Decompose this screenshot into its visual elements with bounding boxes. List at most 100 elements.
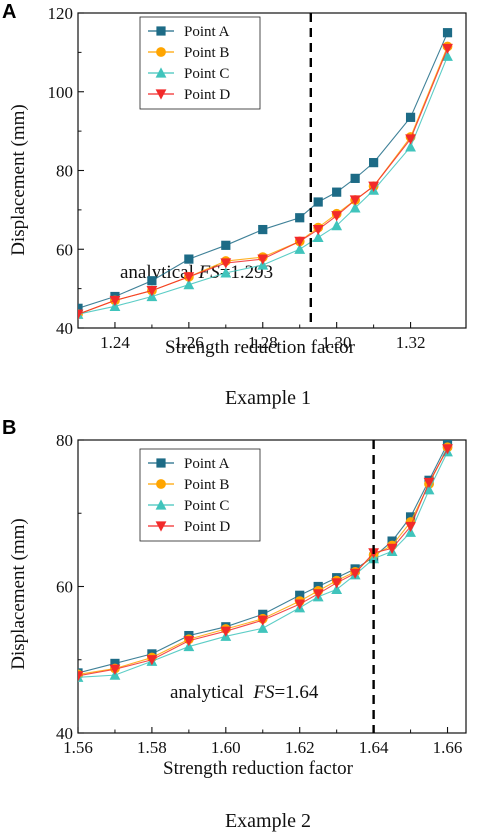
- data-point: [350, 173, 360, 183]
- data-point: [313, 197, 323, 207]
- series-point-d: [78, 444, 453, 682]
- panel-b-xlabel: Strength reduction factor: [163, 758, 354, 779]
- x-tick-label: 1.28: [248, 333, 278, 352]
- data-point: [312, 224, 324, 236]
- data-point: [78, 671, 84, 682]
- data-point: [405, 521, 416, 533]
- data-point: [257, 622, 269, 633]
- legend-marker: [156, 26, 166, 36]
- series-point-c: [78, 446, 453, 682]
- data-point: [220, 626, 232, 637]
- x-tick-label: 1.26: [174, 333, 204, 352]
- data-point: [295, 590, 305, 600]
- legend-entry: Point C: [184, 66, 229, 82]
- data-point: [183, 636, 195, 647]
- x-tick-label: 1.60: [211, 738, 241, 757]
- data-point: [405, 141, 416, 152]
- legend-marker: [155, 499, 167, 510]
- legend-entry: Point A: [184, 24, 230, 40]
- legend-entry: Point B: [184, 45, 229, 61]
- data-point: [109, 664, 121, 675]
- legend-entry: Point D: [184, 519, 230, 535]
- series-line: [78, 443, 449, 674]
- panel-b-annotation: analytical FS=1.64: [170, 682, 319, 703]
- x-tick-label: 1.58: [137, 738, 167, 757]
- legend: Point A Point B Point C Point D: [139, 448, 261, 542]
- x-tick-label: 1.66: [433, 738, 463, 757]
- data-point: [312, 589, 324, 600]
- data-point: [331, 583, 343, 595]
- data-point: [146, 285, 158, 297]
- panel-a: A Displacement (mm) Strength reduction f…: [2, 1, 356, 409]
- legend-marker: [155, 67, 167, 78]
- panel-b: B Displacement (mm) Strength reduction f…: [2, 417, 354, 832]
- data-point: [110, 658, 120, 669]
- data-point: [294, 599, 306, 610]
- data-point: [386, 543, 398, 555]
- data-point: [349, 202, 361, 213]
- data-point: [423, 484, 435, 495]
- data-point: [368, 181, 380, 192]
- series-line: [78, 451, 449, 678]
- panel-a-xlabel: Strength reduction factor: [165, 337, 356, 358]
- data-point: [349, 195, 361, 206]
- data-point: [257, 254, 269, 265]
- x-tick-label: 1.32: [396, 333, 426, 352]
- series-line: [78, 447, 449, 675]
- data-point: [183, 279, 195, 290]
- legend-entry: Point A: [184, 456, 230, 472]
- data-point: [295, 213, 305, 223]
- data-point: [78, 309, 84, 320]
- data-point: [294, 236, 306, 247]
- data-point: [349, 568, 361, 579]
- y-tick-label: 60: [56, 240, 73, 259]
- y-tick-label: 40: [56, 319, 73, 338]
- y-tick-label: 120: [48, 4, 74, 23]
- legend-entry: Point C: [184, 498, 229, 514]
- series-point-a: [78, 440, 453, 678]
- data-point: [257, 615, 269, 626]
- legend: Point A Point B Point C Point D: [139, 16, 261, 110]
- data-point: [331, 211, 343, 222]
- y-tick-label: 60: [56, 578, 73, 597]
- legend-entry: Point D: [184, 87, 230, 103]
- data-point: [183, 272, 195, 283]
- data-point: [220, 267, 232, 278]
- panel-a-letter: A: [2, 1, 16, 23]
- panel-b-letter: B: [2, 417, 16, 439]
- legend-marker: [156, 458, 166, 468]
- data-point: [146, 655, 158, 666]
- x-tick-label: 1.62: [285, 738, 315, 757]
- legend-marker: [155, 521, 167, 532]
- data-point: [405, 512, 416, 522]
- y-tick-label: 40: [56, 724, 73, 743]
- data-point: [184, 254, 194, 264]
- legend-marker: [156, 47, 166, 57]
- x-tick-label: 1.24: [100, 333, 130, 352]
- data-point: [331, 578, 343, 589]
- data-point: [442, 28, 453, 38]
- data-point: [312, 231, 324, 243]
- data-point: [294, 243, 306, 254]
- data-point: [147, 276, 157, 286]
- series-point-a: [78, 28, 453, 313]
- data-point: [109, 295, 121, 307]
- x-tick-label: 1.30: [322, 333, 352, 352]
- data-point: [220, 258, 232, 269]
- data-point: [331, 220, 343, 231]
- data-point: [442, 444, 453, 455]
- legend-marker: [156, 479, 166, 489]
- panel-b-caption: Example 2: [225, 810, 311, 832]
- data-point: [405, 112, 416, 122]
- data-point: [442, 43, 453, 55]
- data-point: [369, 158, 379, 168]
- data-point: [332, 187, 342, 197]
- x-tick-label: 1.56: [63, 738, 93, 757]
- data-point: [78, 671, 84, 682]
- legend-marker: [155, 89, 167, 100]
- panel-a-caption: Example 1: [225, 387, 311, 409]
- y-tick-label: 80: [56, 162, 73, 181]
- panel-a-annotation: analytical FS=1.293: [120, 262, 273, 283]
